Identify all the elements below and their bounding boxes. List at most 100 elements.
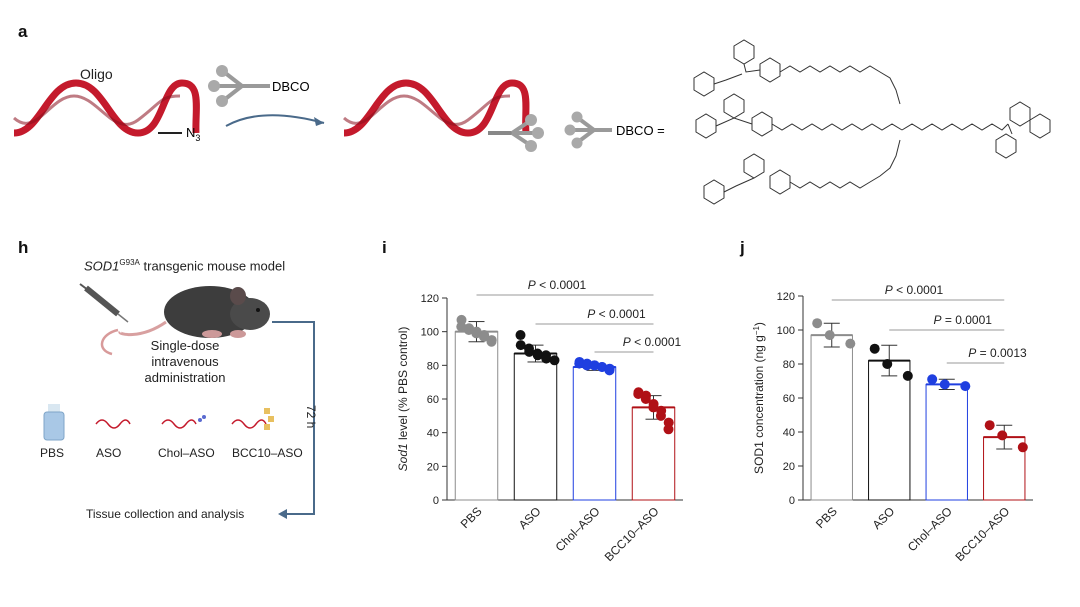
panel-a-graphic: N3 DBCO DBCO = bbox=[12, 39, 1051, 205]
oligo-label: Oligo bbox=[80, 66, 113, 82]
data-point bbox=[589, 360, 600, 371]
y-tick-label: 80 bbox=[427, 360, 439, 372]
data-point bbox=[640, 394, 651, 404]
azide-label: N3 bbox=[186, 125, 200, 143]
data-point bbox=[845, 338, 856, 349]
panel-h-graphic bbox=[43, 283, 315, 519]
p-value-label: P = 0.0001 bbox=[934, 313, 993, 327]
y-tick-label: 120 bbox=[777, 291, 795, 303]
bcc10-chemical-structure bbox=[693, 39, 1051, 205]
group-label-pbs: PBS bbox=[40, 446, 65, 460]
dbco-ligand-icon bbox=[564, 111, 612, 149]
y-tick-label: 20 bbox=[427, 461, 439, 473]
data-point bbox=[463, 324, 474, 335]
bar bbox=[572, 366, 617, 501]
group-label-aso: ASO bbox=[96, 446, 122, 460]
data-point bbox=[515, 330, 526, 341]
data-point bbox=[486, 336, 497, 347]
y-tick-label: 0 bbox=[789, 495, 795, 507]
oligo-helix bbox=[12, 79, 200, 137]
data-point bbox=[812, 318, 823, 329]
data-point bbox=[478, 331, 489, 342]
data-point bbox=[902, 370, 913, 381]
data-point bbox=[581, 360, 592, 371]
y-tick-label: 20 bbox=[783, 461, 795, 473]
x-tick-label: BCC10–ASO bbox=[602, 504, 662, 564]
timeline-arrow bbox=[272, 321, 315, 519]
mouse-icon bbox=[100, 286, 270, 356]
x-tick-label: Chol–ASO bbox=[553, 504, 603, 554]
outcome-label: Tissue collection and analysis bbox=[86, 507, 245, 521]
bar bbox=[454, 331, 499, 501]
y-tick-label: 40 bbox=[783, 427, 795, 439]
aso-icon bbox=[95, 419, 131, 429]
panel-a-label: a bbox=[18, 22, 28, 41]
bcc10-aso-icon bbox=[231, 408, 274, 430]
y-tick-label: 100 bbox=[421, 327, 439, 339]
data-point bbox=[471, 328, 482, 339]
data-point bbox=[541, 353, 552, 364]
bar bbox=[513, 353, 558, 501]
p-value-label: P < 0.0001 bbox=[587, 307, 646, 321]
panel-i-label: i bbox=[382, 238, 387, 257]
panel-j-label: j bbox=[740, 238, 745, 257]
y-tick-label: 80 bbox=[783, 359, 795, 371]
chart-i: 0 20 40 60 80 100 120 Sod1 level (% PBS control… bbox=[396, 278, 683, 564]
data-point bbox=[574, 358, 585, 369]
bar bbox=[925, 383, 968, 501]
x-tick-label: Chol–ASO bbox=[905, 504, 955, 554]
data-point bbox=[663, 424, 674, 435]
y-tick-label: 60 bbox=[427, 394, 439, 406]
y-axis-label: SOD1 concentration (ng g−1) bbox=[752, 322, 766, 474]
p-value-label: P < 0.0001 bbox=[528, 278, 587, 292]
y-axis-label: Sod1 level (% PBS control) bbox=[396, 327, 410, 472]
chol-aso-icon bbox=[161, 415, 206, 429]
bar bbox=[868, 360, 911, 501]
data-point bbox=[524, 346, 535, 357]
pbs-vial-icon bbox=[43, 404, 65, 441]
bar bbox=[810, 334, 853, 501]
time-label: 72 h bbox=[304, 405, 318, 429]
data-point bbox=[997, 430, 1008, 441]
group-label-chol-aso: Chol–ASO bbox=[158, 446, 215, 460]
x-tick-label: ASO bbox=[516, 504, 544, 532]
data-point bbox=[456, 321, 467, 332]
y-tick-label: 40 bbox=[427, 428, 439, 440]
data-point bbox=[1017, 442, 1028, 453]
y-tick-label: 120 bbox=[421, 293, 439, 305]
data-point bbox=[549, 355, 560, 366]
p-value-label: P < 0.0001 bbox=[623, 335, 682, 349]
group-label-bcc10-aso: BCC10–ASO bbox=[232, 446, 303, 460]
mouse-model-title: SOD1G93A transgenic mouse model bbox=[84, 258, 286, 274]
dbco-reagent-icon bbox=[208, 65, 270, 107]
reaction-arrow-icon bbox=[225, 114, 325, 127]
panel-h-label: h bbox=[18, 238, 29, 257]
data-point bbox=[532, 350, 543, 361]
data-point bbox=[927, 374, 938, 385]
syringe-icon bbox=[79, 283, 129, 323]
p-value-label: P = 0.0013 bbox=[968, 346, 1027, 360]
data-point bbox=[882, 359, 893, 369]
data-point bbox=[515, 340, 526, 351]
data-point bbox=[824, 330, 835, 341]
chart-j: 0 20 40 60 80 100 120 SOD1 concentration (ng g−… bbox=[752, 283, 1033, 564]
x-tick-label: ASO bbox=[870, 504, 898, 532]
data-point bbox=[939, 379, 950, 390]
x-tick-label: PBS bbox=[813, 504, 840, 531]
x-tick-label: PBS bbox=[458, 504, 485, 531]
data-point bbox=[604, 365, 615, 376]
y-tick-label: 0 bbox=[433, 495, 439, 507]
dbco-reagent-label: DBCO bbox=[272, 79, 310, 94]
dbco-equation-label: DBCO = bbox=[616, 123, 665, 138]
data-point bbox=[984, 420, 995, 431]
data-point bbox=[960, 381, 971, 392]
data-point bbox=[633, 388, 644, 399]
data-point bbox=[869, 343, 880, 354]
y-tick-label: 60 bbox=[783, 393, 795, 405]
administration-text: Single-dose intravenous administration bbox=[144, 338, 226, 385]
p-value-label: P < 0.0001 bbox=[885, 283, 944, 297]
bcc10-oligo-helix bbox=[342, 79, 544, 152]
data-point bbox=[596, 362, 607, 373]
data-point bbox=[655, 410, 666, 421]
y-tick-label: 100 bbox=[777, 325, 795, 337]
